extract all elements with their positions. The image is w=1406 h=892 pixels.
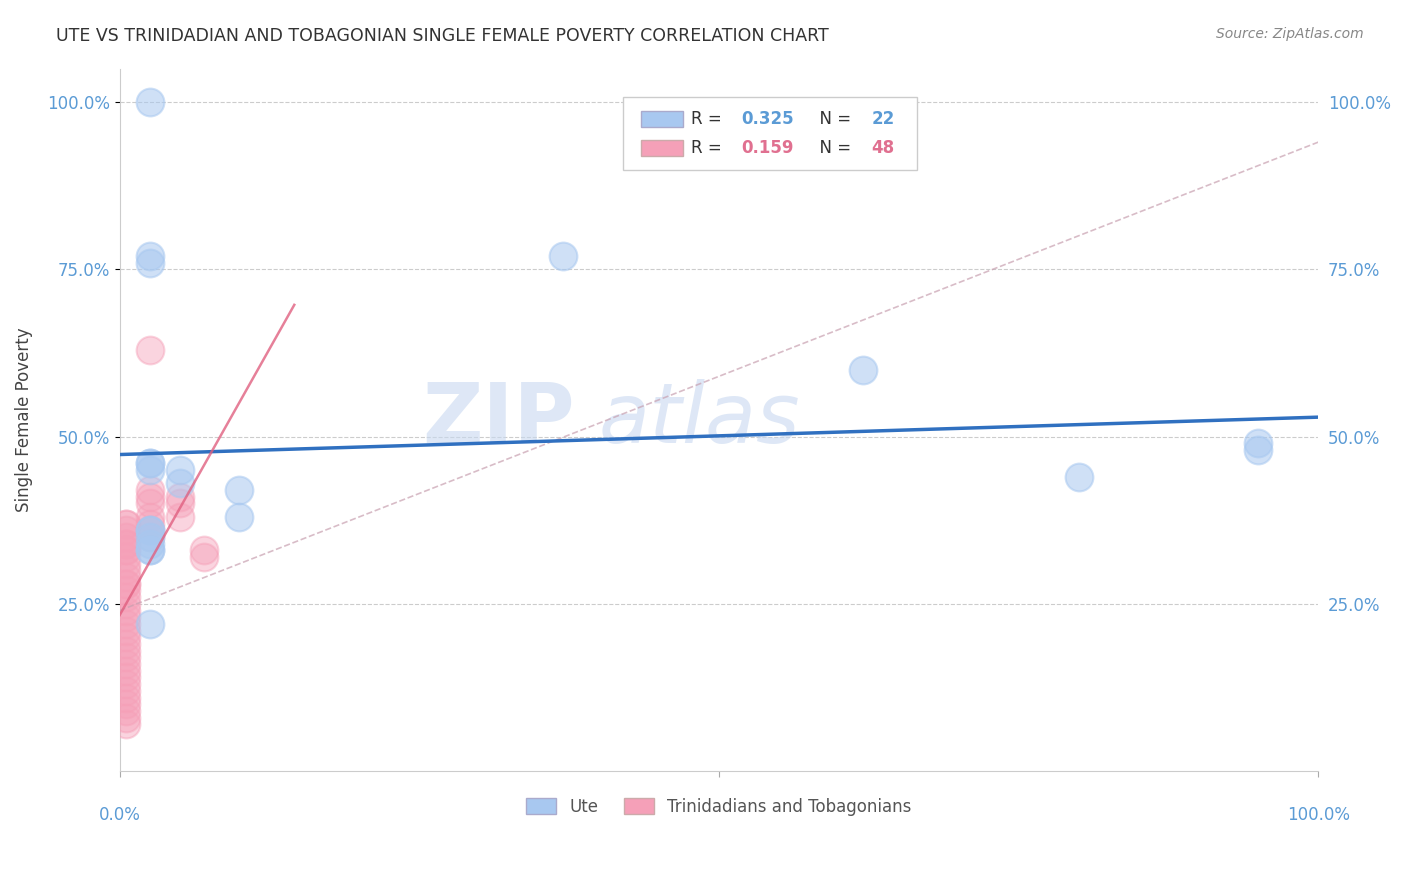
Point <box>114 543 136 558</box>
Text: UTE VS TRINIDADIAN AND TOBAGONIAN SINGLE FEMALE POVERTY CORRELATION CHART: UTE VS TRINIDADIAN AND TOBAGONIAN SINGLE… <box>56 27 830 45</box>
FancyBboxPatch shape <box>641 140 683 156</box>
Point <box>114 516 136 531</box>
Text: R =: R = <box>692 110 727 128</box>
Point <box>193 549 215 564</box>
Point <box>138 516 160 531</box>
Point <box>138 255 160 269</box>
FancyBboxPatch shape <box>641 112 683 127</box>
Text: 0.0%: 0.0% <box>98 806 141 824</box>
Point <box>1247 442 1270 457</box>
Point <box>114 603 136 617</box>
Point <box>114 523 136 537</box>
Point <box>114 637 136 651</box>
Point <box>228 483 250 497</box>
Point <box>114 530 136 544</box>
Point <box>114 717 136 731</box>
Text: 22: 22 <box>872 110 894 128</box>
Point <box>114 616 136 631</box>
Point <box>114 570 136 584</box>
Text: N =: N = <box>808 139 856 157</box>
Point <box>138 530 160 544</box>
Point <box>138 490 160 504</box>
Point <box>138 543 160 558</box>
Point <box>138 496 160 510</box>
Point <box>114 557 136 571</box>
Point <box>114 624 136 638</box>
Legend: Ute, Trinidadians and Tobagonians: Ute, Trinidadians and Tobagonians <box>520 791 918 822</box>
Y-axis label: Single Female Poverty: Single Female Poverty <box>15 327 32 512</box>
Point <box>114 710 136 724</box>
Text: R =: R = <box>692 139 727 157</box>
Text: ZIP: ZIP <box>423 379 575 460</box>
Text: 0.325: 0.325 <box>742 110 794 128</box>
Point <box>1067 469 1090 483</box>
Point <box>138 616 160 631</box>
Point <box>553 249 575 263</box>
Point <box>114 563 136 577</box>
Text: atlas: atlas <box>599 379 800 460</box>
Point <box>114 650 136 665</box>
Point <box>114 543 136 558</box>
Point <box>114 664 136 678</box>
Text: Source: ZipAtlas.com: Source: ZipAtlas.com <box>1216 27 1364 41</box>
Text: 0.159: 0.159 <box>742 139 794 157</box>
Point <box>138 523 160 537</box>
Point <box>114 610 136 624</box>
Point <box>169 476 191 491</box>
Point <box>169 463 191 477</box>
Point <box>138 509 160 524</box>
Point <box>852 362 875 376</box>
Point <box>169 509 191 524</box>
FancyBboxPatch shape <box>623 96 917 170</box>
Point <box>114 549 136 564</box>
Point <box>138 536 160 550</box>
Text: N =: N = <box>808 110 856 128</box>
Point <box>114 576 136 591</box>
Point <box>138 523 160 537</box>
Point <box>228 509 250 524</box>
Point <box>114 576 136 591</box>
Point <box>114 704 136 718</box>
Point <box>114 677 136 691</box>
Point <box>138 343 160 357</box>
Point <box>114 590 136 604</box>
Point <box>138 543 160 558</box>
Text: 100.0%: 100.0% <box>1286 806 1350 824</box>
Text: 48: 48 <box>872 139 894 157</box>
Point <box>138 456 160 470</box>
Point <box>114 643 136 657</box>
Point <box>114 536 136 550</box>
Point <box>114 657 136 671</box>
Point <box>138 483 160 497</box>
Point <box>138 523 160 537</box>
Point <box>138 249 160 263</box>
Point <box>114 630 136 644</box>
Point <box>114 536 136 550</box>
Point <box>1247 436 1270 450</box>
Point <box>114 697 136 711</box>
Point <box>169 490 191 504</box>
Point <box>114 516 136 531</box>
Point <box>114 690 136 705</box>
Point <box>114 583 136 598</box>
Point <box>138 530 160 544</box>
Point <box>138 463 160 477</box>
Point <box>169 496 191 510</box>
Point <box>114 597 136 611</box>
Point <box>193 543 215 558</box>
Point <box>138 95 160 109</box>
Point <box>114 670 136 684</box>
Point <box>114 683 136 698</box>
Point <box>138 456 160 470</box>
